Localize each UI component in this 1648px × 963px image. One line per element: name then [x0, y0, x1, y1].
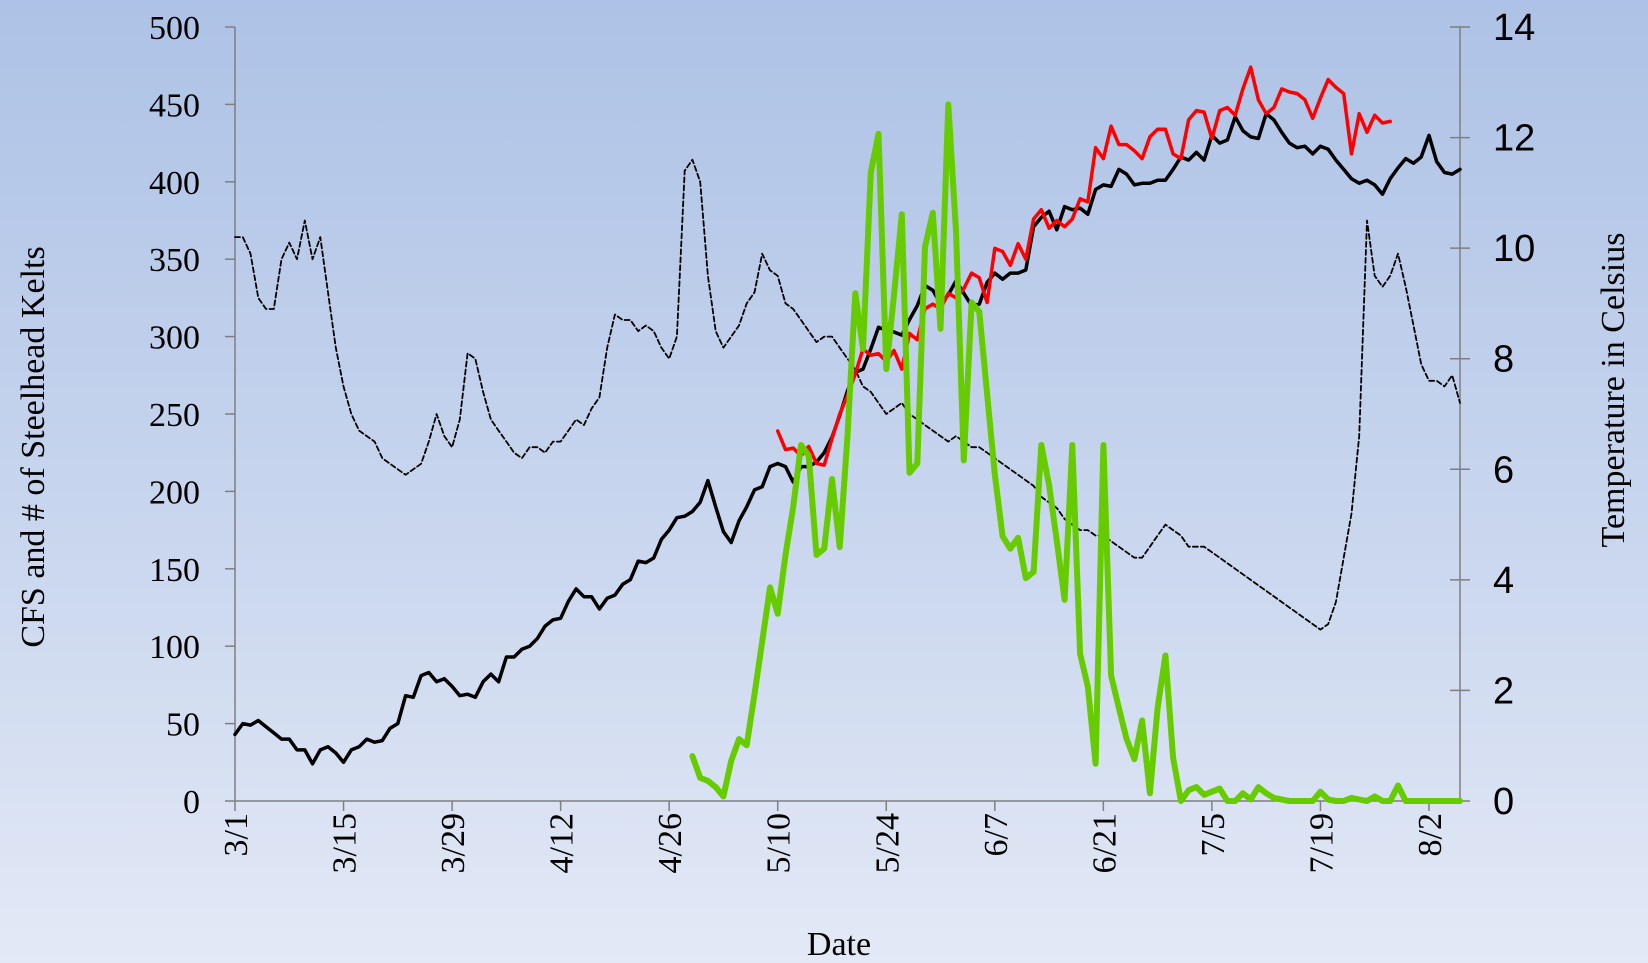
x-tick-label: 4/12	[544, 813, 581, 873]
chart-axes	[225, 26, 1470, 811]
left-y-tick-label: 200	[149, 474, 200, 511]
series-dashed-black-line	[234, 158, 1461, 631]
left-y-tick-label: 350	[149, 242, 200, 279]
left-y-tick-label: 450	[149, 87, 200, 124]
series-red-line	[775, 65, 1392, 467]
tick-labels: 0 50 100 150 200 250 300 350 400 450 500 0 2 4 6 8 10 12 1…	[149, 7, 1535, 873]
right-y-tick-label: 12	[1493, 118, 1535, 160]
left-y-tick-label: 0	[183, 784, 200, 821]
x-tick-label: 4/26	[652, 813, 689, 873]
left-y-tick-label: 100	[149, 629, 200, 666]
x-tick-label: 6/7	[978, 813, 1015, 856]
right-y-tick-label: 4	[1493, 560, 1514, 602]
right-y-tick-label: 14	[1493, 7, 1535, 49]
left-y-tick-label: 150	[149, 552, 200, 589]
x-tick-label: 8/2	[1412, 813, 1449, 856]
left-y-tick-label: 50	[166, 707, 200, 744]
x-tick-label: 5/24	[869, 813, 906, 873]
x-tick-label: 7/5	[1195, 813, 1232, 856]
x-axis-title: Date	[807, 926, 871, 963]
right-y-tick-label: 10	[1493, 228, 1535, 270]
series-layer	[233, 65, 1463, 804]
right-y-tick-label: 6	[1493, 449, 1514, 491]
x-tick-label: 5/10	[761, 813, 798, 873]
right-y-axis-title: Temperature in Celsius	[1595, 233, 1632, 548]
right-y-tick-label: 2	[1493, 670, 1514, 712]
left-y-tick-label: 250	[149, 397, 200, 434]
right-y-tick-label: 8	[1493, 339, 1514, 381]
x-tick-label: 3/15	[327, 813, 364, 873]
right-y-tick-label: 0	[1493, 781, 1514, 823]
x-tick-label: 6/21	[1086, 813, 1123, 873]
left-y-tick-label: 400	[149, 165, 200, 202]
series-green-line	[689, 101, 1463, 804]
x-tick-label: 3/29	[435, 813, 472, 873]
left-y-tick-label: 300	[149, 320, 200, 357]
x-tick-label: 7/19	[1303, 813, 1340, 873]
left-y-tick-label: 500	[149, 10, 200, 47]
x-tick-label: 3/1	[218, 813, 255, 856]
left-y-axis-title: CFS and # of Steelhead Kelts	[15, 246, 52, 647]
